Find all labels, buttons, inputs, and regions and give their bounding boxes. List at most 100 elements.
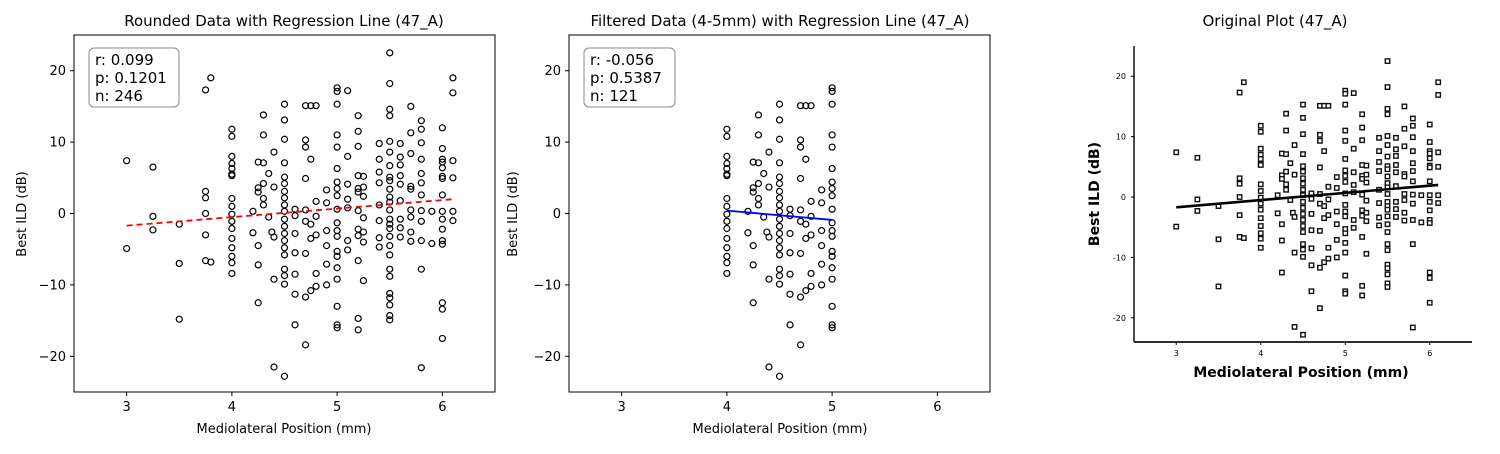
data-point — [828, 100, 836, 108]
data-point — [254, 188, 262, 196]
data-point — [280, 229, 289, 238]
data-point — [796, 293, 805, 301]
panel-original-plot: Original Plot (47_A) 3 4 5 6 -20 -10 0 10 20 Med… — [1087, 12, 1472, 381]
data-point — [1333, 237, 1340, 243]
data-point — [201, 86, 210, 94]
data-point — [1257, 162, 1264, 168]
data-point — [1342, 201, 1349, 208]
y-axis-label: Best ILD (dB) — [15, 171, 30, 256]
data-point — [775, 272, 784, 280]
data-point — [749, 242, 757, 250]
data-point — [796, 217, 805, 225]
data-point — [1426, 192, 1433, 199]
data-point — [1384, 206, 1391, 213]
data-point — [1257, 188, 1264, 194]
data-point — [386, 251, 394, 259]
data-point — [1300, 186, 1306, 193]
regression-line — [726, 209, 833, 221]
data-point — [301, 341, 310, 349]
data-point — [1359, 137, 1366, 144]
data-point — [1401, 125, 1408, 132]
data-point — [301, 249, 310, 258]
data-point — [386, 193, 394, 201]
data-point — [1350, 90, 1357, 97]
data-point — [396, 172, 404, 180]
data-point — [417, 237, 425, 245]
ticks: 3 4 5 6 −20 −10 0 10 20 — [39, 64, 447, 415]
data-point — [754, 159, 763, 167]
data-point — [149, 226, 157, 234]
y-tick-label: −20 — [534, 350, 561, 365]
data-point — [228, 217, 236, 225]
data-point — [775, 237, 784, 245]
data-point — [786, 270, 794, 278]
data-point — [149, 212, 157, 220]
data-point — [354, 172, 362, 180]
y-tick-label: −10 — [534, 278, 561, 293]
data-point — [386, 220, 394, 228]
data-point — [1325, 196, 1332, 203]
data-point — [1300, 114, 1306, 121]
data-point — [1316, 227, 1323, 234]
data-point — [301, 136, 310, 144]
data-point — [1384, 229, 1391, 235]
data-point — [1300, 131, 1306, 138]
data-point — [1342, 90, 1349, 97]
data-point — [1342, 172, 1349, 179]
data-point — [417, 125, 425, 133]
data-point — [344, 87, 352, 95]
data-point — [396, 215, 404, 223]
data-point — [1283, 151, 1290, 158]
data-point — [807, 212, 815, 220]
data-point — [1333, 254, 1340, 261]
data-point — [333, 84, 341, 92]
data-point — [259, 131, 268, 139]
data-point — [438, 305, 446, 313]
data-point — [407, 228, 415, 236]
data-point — [1359, 282, 1366, 289]
data-point — [723, 172, 731, 180]
data-point — [301, 217, 310, 225]
data-point — [786, 290, 794, 298]
data-point — [828, 84, 836, 92]
data-point — [1376, 222, 1382, 229]
data-point — [723, 224, 731, 233]
data-point — [765, 233, 773, 241]
data-point — [1393, 169, 1399, 176]
data-point — [386, 173, 394, 181]
y-tick-label: −20 — [39, 350, 66, 365]
data-point — [359, 228, 368, 236]
data-point — [438, 215, 446, 223]
data-point — [333, 100, 341, 108]
data-point — [438, 237, 446, 245]
data-point — [1257, 122, 1264, 129]
data-point — [828, 252, 836, 260]
data-point — [1435, 92, 1442, 98]
y-tick-label: 20 — [49, 64, 66, 79]
data-point — [280, 135, 289, 143]
y-axis-label: Best ILD (dB) — [506, 171, 521, 256]
data-point — [828, 302, 836, 310]
data-point — [449, 74, 457, 82]
data-point — [1236, 175, 1243, 182]
data-point — [765, 363, 773, 371]
data-point — [796, 136, 805, 144]
data-point — [438, 124, 446, 132]
data-point — [280, 194, 289, 202]
data-point — [1274, 192, 1281, 199]
panel-filtered-data: Filtered Data (4-5mm) with Regression Li… — [506, 12, 991, 437]
data-point — [333, 302, 341, 310]
data-point — [449, 207, 457, 215]
data-point — [333, 184, 341, 193]
data-point — [1300, 217, 1306, 223]
data-point — [270, 183, 278, 191]
data-point — [280, 222, 289, 230]
data-point — [749, 188, 757, 196]
data-point — [1333, 208, 1340, 215]
data-point — [807, 102, 815, 110]
data-point — [386, 177, 394, 185]
data-point — [1363, 218, 1370, 225]
data-point — [1426, 164, 1433, 171]
data-point — [1308, 288, 1315, 295]
y-tick-label: 10 — [49, 136, 66, 151]
